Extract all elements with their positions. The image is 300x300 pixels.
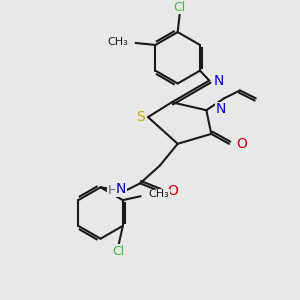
Text: Cl: Cl (112, 245, 124, 258)
Text: N: N (215, 102, 226, 116)
Text: H: H (108, 184, 117, 197)
Text: CH₃: CH₃ (148, 189, 169, 199)
Text: N: N (213, 74, 224, 88)
Text: S: S (136, 110, 145, 124)
Text: O: O (236, 137, 247, 151)
Text: N: N (116, 182, 126, 196)
Text: CH₃: CH₃ (107, 37, 128, 47)
Text: Cl: Cl (173, 1, 186, 14)
Text: O: O (167, 184, 178, 198)
